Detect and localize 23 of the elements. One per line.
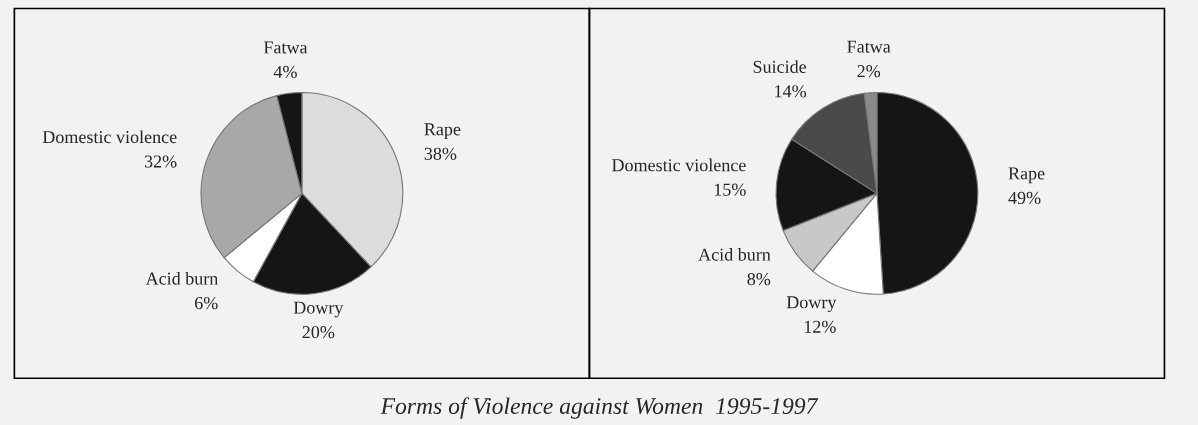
data-label: 8%: [747, 273, 771, 286]
data-label: 6%: [195, 296, 218, 310]
data-label: 32%: [144, 155, 177, 168]
data-label: 14%: [775, 85, 807, 98]
slice-label: Acid burn: [698, 248, 771, 261]
slice-label: Dowry: [293, 301, 344, 318]
slice-label: Fatwa: [847, 40, 891, 53]
data-label: 20%: [302, 326, 335, 339]
data-label: 4%: [273, 65, 297, 79]
data-label: 12%: [804, 320, 836, 333]
slice-label: Rape: [424, 123, 461, 140]
data-label: 38%: [424, 147, 457, 160]
slice-label: Domestic violence: [612, 158, 746, 172]
data-label: 2%: [857, 65, 881, 78]
slice-label: Acid burn: [145, 272, 219, 285]
text: Forms of Violence against Women 1995-1997: [380, 397, 819, 419]
data-label: 15%: [714, 183, 746, 196]
slice-label: Rape: [1008, 167, 1045, 184]
slice-label: Suicide: [753, 60, 807, 73]
data-label: 49%: [1008, 191, 1041, 205]
slice-label: Dowry: [786, 296, 837, 313]
slice-label: Fatwa: [263, 41, 308, 54]
slice-label: Domestic violence: [42, 130, 177, 144]
